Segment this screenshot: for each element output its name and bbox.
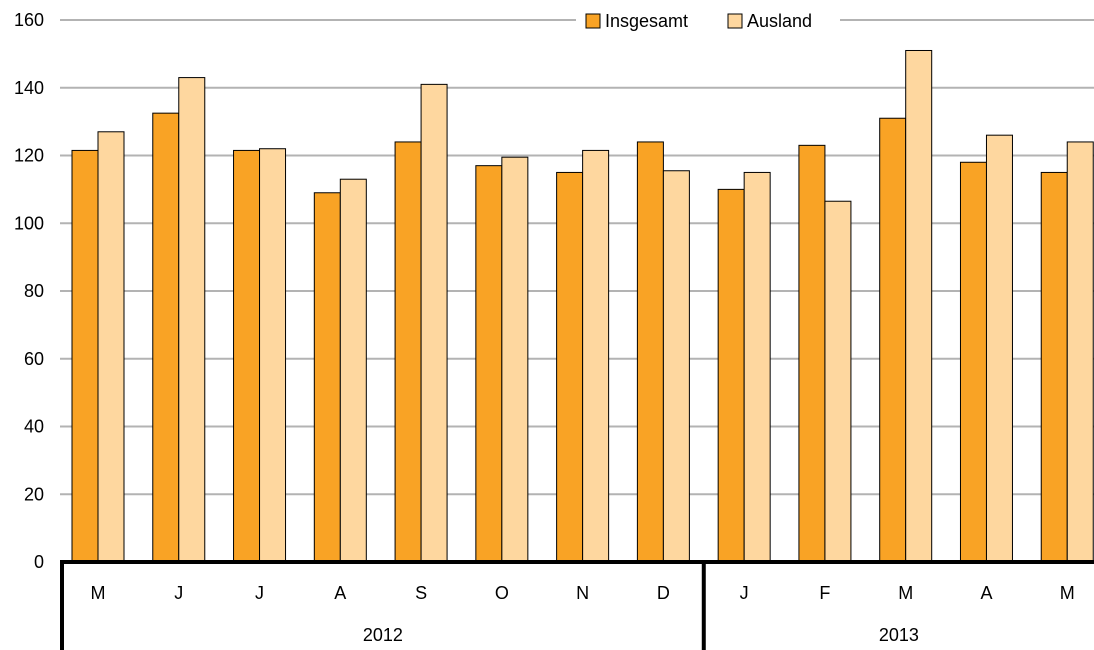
x-tick-label: D xyxy=(657,583,670,603)
bar-ausland xyxy=(501,156,529,563)
bar-insgesamt xyxy=(959,161,987,563)
bar-insgesamt xyxy=(233,149,261,563)
y-tick-label: 140 xyxy=(14,78,44,98)
bar-insgesamt xyxy=(313,192,341,563)
x-axis-tick-labels: M J J A S O N D J F M A M 2012 2013 xyxy=(91,583,1075,645)
bar-ausland xyxy=(905,49,933,563)
x-axis xyxy=(60,560,1094,650)
bar-insgesamt xyxy=(475,165,503,563)
legend-label: Insgesamt xyxy=(605,11,688,31)
x-tick-label: J xyxy=(255,583,264,603)
legend-background xyxy=(576,11,840,31)
y-tick-label: 0 xyxy=(34,552,44,572)
x-tick-label: M xyxy=(91,583,106,603)
bar-ausland xyxy=(339,178,367,563)
x-tick-label: A xyxy=(980,583,992,603)
legend: Insgesamt Ausland xyxy=(576,11,840,31)
bar-ausland xyxy=(259,148,287,563)
legend-label: Ausland xyxy=(747,11,812,31)
bar-insgesamt xyxy=(71,149,99,563)
x-tick-label: J xyxy=(174,583,183,603)
bar-ausland xyxy=(178,77,206,563)
bars xyxy=(71,49,1094,563)
bar-ausland xyxy=(420,83,448,563)
x-tick-label: N xyxy=(576,583,589,603)
year-label: 2012 xyxy=(363,625,403,645)
bar-ausland xyxy=(97,131,125,563)
x-tick-label: M xyxy=(1060,583,1075,603)
bar-ausland xyxy=(824,200,852,563)
x-tick-label: J xyxy=(740,583,749,603)
y-tick-label: 120 xyxy=(14,146,44,166)
bar-ausland xyxy=(985,134,1013,563)
x-tick-label: O xyxy=(495,583,509,603)
x-tick-label: F xyxy=(819,583,830,603)
bar-insgesamt xyxy=(717,188,745,563)
y-tick-label: 20 xyxy=(24,484,44,504)
bar-insgesamt xyxy=(556,171,584,563)
bar-ausland xyxy=(743,171,771,563)
bar-insgesamt xyxy=(1040,171,1068,563)
y-tick-label: 60 xyxy=(24,349,44,369)
x-tick-label: S xyxy=(415,583,427,603)
x-tick-label: A xyxy=(334,583,346,603)
bar-insgesamt xyxy=(152,112,180,563)
bar-insgesamt xyxy=(636,141,664,563)
y-tick-label: 80 xyxy=(24,281,44,301)
y-tick-label: 160 xyxy=(14,10,44,30)
y-tick-label: 100 xyxy=(14,213,44,233)
x-tick-label: M xyxy=(898,583,913,603)
bar-ausland xyxy=(1066,141,1094,563)
bar-ausland xyxy=(662,170,690,563)
bar-ausland xyxy=(582,149,610,563)
year-label: 2013 xyxy=(879,625,919,645)
bar-insgesamt xyxy=(879,117,907,563)
y-tick-label: 40 xyxy=(24,417,44,437)
legend-swatch xyxy=(585,13,601,29)
legend-swatch xyxy=(727,13,743,29)
bar-insgesamt xyxy=(798,144,826,563)
bar-insgesamt xyxy=(394,141,422,563)
y-axis-tick-labels: 0 20 40 60 80 100 120 140 160 xyxy=(14,10,44,572)
